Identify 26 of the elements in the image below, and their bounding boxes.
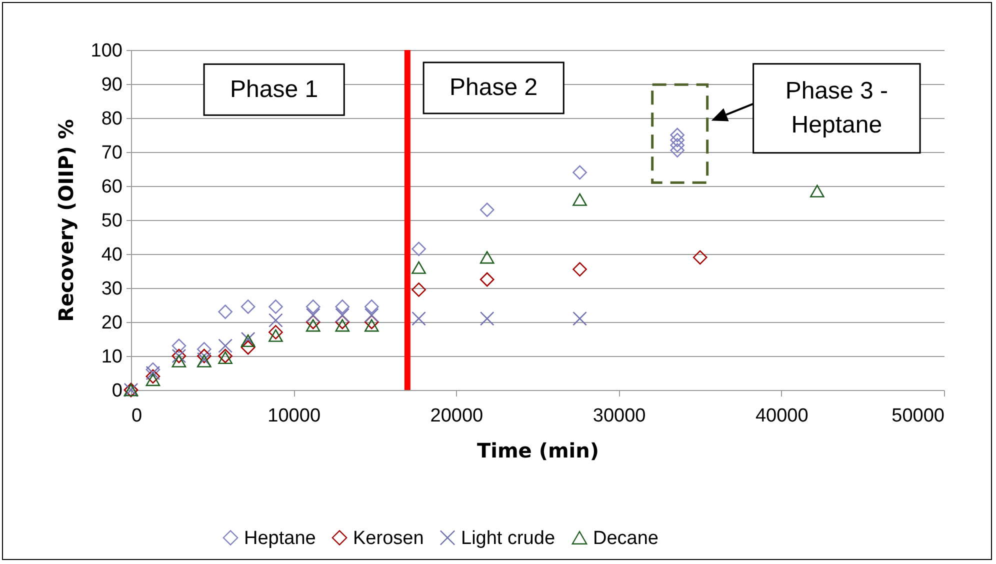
x-tick-label: 20000: [430, 406, 484, 426]
y-tick-label: 100: [90, 40, 122, 62]
y-tick-label: 60: [101, 176, 122, 198]
y-tick-label: 80: [101, 108, 122, 130]
y-tick-label: 70: [101, 142, 122, 164]
annotation: Phase 3 - Heptane: [785, 78, 888, 139]
x-axis-title: Time (min): [476, 438, 600, 462]
y-tick-label: 90: [101, 74, 122, 96]
y-tick-label: 0: [112, 380, 122, 402]
legend-label: Decane: [593, 528, 658, 549]
legend-label: Kerosen: [353, 528, 424, 549]
x-tick-label: 0: [132, 406, 142, 426]
y-tick-label: 40: [101, 244, 122, 266]
x-tick-label: 50000: [892, 406, 944, 426]
legend-label: Heptane: [244, 528, 316, 549]
annotation: Phase 2: [450, 74, 538, 102]
annotation: Phase 1: [230, 76, 318, 104]
y-tick-label: 30: [101, 278, 122, 300]
y-tick-label: 50: [101, 210, 122, 232]
x-tick-label: 30000: [592, 406, 646, 426]
y-tick-label: 10: [101, 346, 122, 368]
y-tick-label: 20: [101, 312, 122, 334]
x-tick-label: 40000: [755, 406, 808, 426]
x-tick-label: 10000: [268, 406, 321, 426]
legend-label: Light crude: [461, 528, 556, 549]
y-axis-title: Recovery (OIIP) %: [54, 119, 78, 322]
